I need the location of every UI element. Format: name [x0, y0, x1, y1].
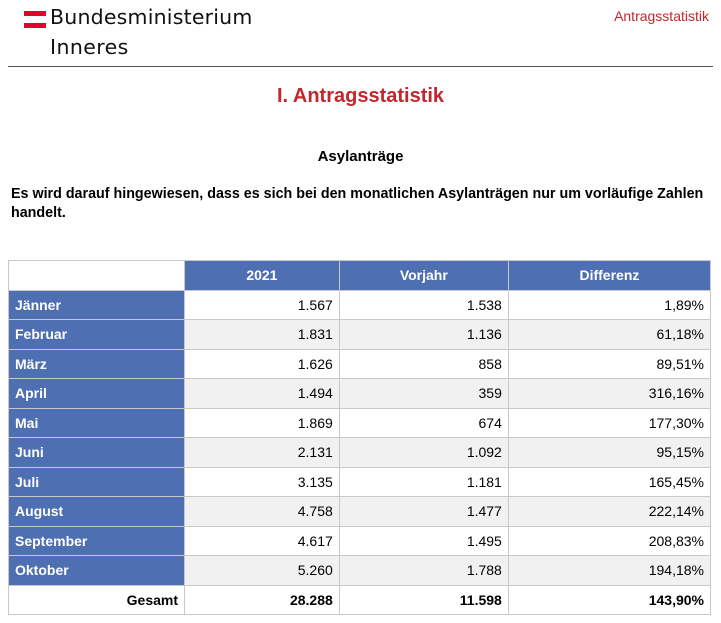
- value-vorjahr-cell: 1.181: [338, 466, 509, 497]
- value-2021-cell: 3.135: [184, 466, 340, 497]
- table-row: April 1.494 359 316,16%: [8, 378, 712, 409]
- value-2021-cell: 1.494: [184, 378, 340, 409]
- value-2021-cell: 1.831: [184, 319, 340, 350]
- table-row: Februar 1.831 1.136 61,18%: [8, 319, 712, 350]
- table-row: Juli 3.135 1.181 165,45%: [8, 466, 712, 497]
- table-row: Juni 2.131 1.092 95,15%: [8, 437, 712, 468]
- table-header-row: 2021 Vorjahr Differenz: [8, 260, 712, 291]
- table-row: September 4.617 1.495 208,83%: [8, 525, 712, 556]
- value-differenz-cell: 208,83%: [507, 525, 712, 556]
- value-vorjahr-cell: 1.788: [338, 555, 509, 586]
- table-row: Oktober 5.260 1.788 194,18%: [8, 555, 712, 586]
- month-cell: September: [8, 525, 185, 556]
- column-header-2021: 2021: [184, 260, 340, 291]
- flag-stripe-top: [24, 11, 46, 16]
- month-cell: Februar: [8, 319, 185, 350]
- month-cell: April: [8, 378, 185, 409]
- value-vorjahr-cell: 359: [338, 378, 509, 409]
- month-cell: März: [8, 348, 185, 379]
- header-divider: [8, 66, 713, 67]
- month-cell: Jänner: [8, 289, 185, 320]
- value-2021-cell: 1.869: [184, 407, 340, 438]
- value-vorjahr-cell: 1.538: [338, 289, 509, 320]
- value-differenz-cell: 165,45%: [507, 466, 712, 497]
- value-vorjahr-cell: 858: [338, 348, 509, 379]
- value-differenz-cell: 222,14%: [507, 496, 712, 527]
- value-differenz-cell: 194,18%: [507, 555, 712, 586]
- total-vorjahr-cell: 11.598: [338, 584, 509, 615]
- flag-stripe-bottom: [24, 23, 46, 28]
- table-row: Mai 1.869 674 177,30%: [8, 407, 712, 438]
- value-2021-cell: 5.260: [184, 555, 340, 586]
- value-2021-cell: 4.758: [184, 496, 340, 527]
- table-row: März 1.626 858 89,51%: [8, 348, 712, 379]
- value-vorjahr-cell: 1.495: [338, 525, 509, 556]
- month-cell: Mai: [8, 407, 185, 438]
- total-label-cell: Gesamt: [8, 584, 185, 615]
- value-2021-cell: 2.131: [184, 437, 340, 468]
- month-cell: August: [8, 496, 185, 527]
- notice-text: Es wird darauf hingewiesen, dass es sich…: [11, 186, 704, 221]
- month-cell: Oktober: [8, 555, 185, 586]
- value-vorjahr-cell: 1.477: [338, 496, 509, 527]
- value-differenz-cell: 1,89%: [507, 289, 712, 320]
- asylum-applications-table: 2021 Vorjahr Differenz Jänner 1.567 1.538 1…: [8, 260, 712, 615]
- value-vorjahr-cell: 674: [338, 407, 509, 438]
- value-differenz-cell: 177,30%: [507, 407, 712, 438]
- header-section-label: Antragsstatistik: [614, 8, 709, 24]
- logo-text-line2: Inneres: [50, 35, 129, 59]
- table-corner-cell: [8, 260, 185, 291]
- value-2021-cell: 1.567: [184, 289, 340, 320]
- total-2021-cell: 28.288: [184, 584, 340, 615]
- value-vorjahr-cell: 1.092: [338, 437, 509, 468]
- table-total-row: Gesamt 28.288 11.598 143,90%: [8, 584, 712, 615]
- value-differenz-cell: 95,15%: [507, 437, 712, 468]
- column-header-vorjahr: Vorjahr: [338, 260, 509, 291]
- value-2021-cell: 4.617: [184, 525, 340, 556]
- page-title: I. Antragsstatistik: [276, 85, 445, 107]
- table-row: August 4.758 1.477 222,14%: [8, 496, 712, 527]
- value-differenz-cell: 89,51%: [507, 348, 712, 379]
- month-cell: Juni: [8, 437, 185, 468]
- column-header-differenz: Differenz: [507, 260, 712, 291]
- section-subtitle: Asylanträge: [317, 148, 404, 165]
- month-cell: Juli: [8, 466, 185, 497]
- value-differenz-cell: 61,18%: [507, 319, 712, 350]
- logo-text-line1: Bundesministerium: [50, 5, 253, 29]
- value-vorjahr-cell: 1.136: [338, 319, 509, 350]
- table-row: Jänner 1.567 1.538 1,89%: [8, 289, 712, 320]
- total-differenz-cell: 143,90%: [507, 584, 712, 615]
- value-differenz-cell: 316,16%: [507, 378, 712, 409]
- value-2021-cell: 1.626: [184, 348, 340, 379]
